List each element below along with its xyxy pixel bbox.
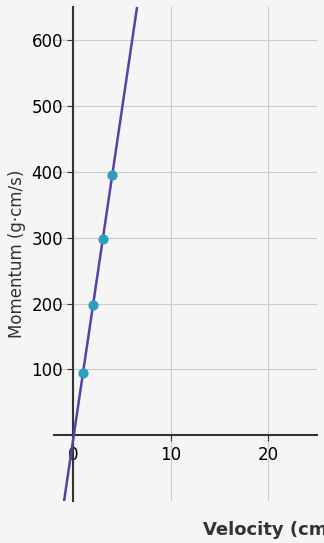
Point <box>90 300 96 309</box>
Y-axis label: Momentum (g·cm/s): Momentum (g·cm/s) <box>8 170 26 338</box>
X-axis label: Velocity (cm/s): Velocity (cm/s) <box>202 521 324 539</box>
Point <box>110 170 115 179</box>
Point <box>81 368 86 377</box>
Point <box>100 235 105 244</box>
